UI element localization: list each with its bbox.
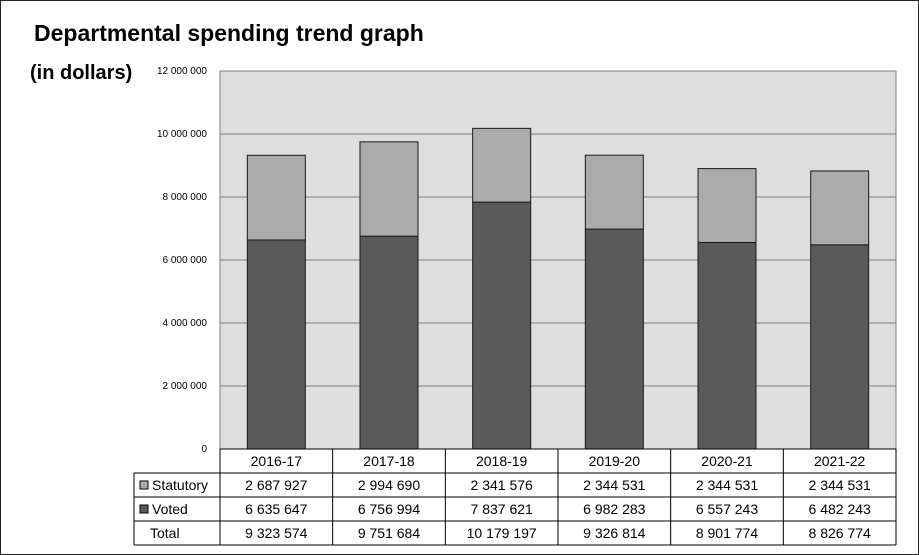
legend-swatch-statutory <box>139 480 149 490</box>
data-label: 2 341 576 <box>471 477 533 493</box>
y-tick-label: 2 000 000 <box>163 381 208 392</box>
data-label: 2 344 531 <box>583 477 645 493</box>
x-tick-label: 2018-19 <box>476 453 528 469</box>
y-tick-label: 4 000 000 <box>163 318 208 329</box>
y-axis-label: (in dollars) <box>30 62 133 84</box>
data-label: 6 557 243 <box>696 501 758 517</box>
legend-entry: Voted <box>152 501 188 517</box>
data-label: 2 344 531 <box>809 477 871 493</box>
total-label: 9 323 574 <box>245 525 307 541</box>
total-label: 10 179 197 <box>467 525 537 541</box>
legend-swatch-voted <box>139 504 149 514</box>
legend-entry: Statutory <box>152 477 208 493</box>
y-tick-label: 8 000 000 <box>163 192 208 203</box>
data-label: 6 482 243 <box>809 501 871 517</box>
data-label: 2 344 531 <box>696 477 758 493</box>
bar-statutory <box>810 170 870 246</box>
total-label: 8 901 774 <box>696 525 758 541</box>
bar-voted <box>584 228 644 450</box>
bar-statutory <box>246 154 306 241</box>
bar-voted <box>246 239 306 450</box>
bar-statutory <box>472 127 532 203</box>
data-table: 2016-17 2017-18 2018-19 2019-20 2020-21 2021-… <box>133 448 897 546</box>
bar-voted <box>472 201 532 450</box>
x-tick-label: 2021-22 <box>814 453 866 469</box>
data-label: 6 635 647 <box>245 501 307 517</box>
data-label: 6 982 283 <box>583 501 645 517</box>
data-label: 2 994 690 <box>358 477 420 493</box>
bar-statutory <box>359 141 419 237</box>
y-tick-label: 12 000 000 <box>157 66 207 77</box>
bar-statutory <box>584 154 644 230</box>
x-tick-label: 2017-18 <box>363 453 415 469</box>
bar-voted <box>810 244 870 450</box>
total-label: 9 751 684 <box>358 525 420 541</box>
bar-voted <box>359 235 419 450</box>
x-tick-label: 2020-21 <box>701 453 753 469</box>
y-tick-label: 0 <box>201 444 207 455</box>
total-label: 8 826 774 <box>809 525 871 541</box>
y-tick-label: 6 000 000 <box>163 255 208 266</box>
data-label: 2 687 927 <box>245 477 307 493</box>
total-label: 9 326 814 <box>583 525 645 541</box>
x-tick-label: 2019-20 <box>589 453 641 469</box>
plot-area: 0 2 000 000 4 000 000 6 000 000 8 000 000 10 … <box>157 66 897 455</box>
data-label: 7 837 621 <box>471 501 533 517</box>
total-row-label: Total <box>150 525 180 541</box>
x-tick-label: 2016-17 <box>251 453 303 469</box>
chart-title: Departmental spending trend graph <box>34 20 424 46</box>
bar-statutory <box>697 168 757 243</box>
y-tick-label: 10 000 000 <box>157 129 207 140</box>
bar-voted <box>697 241 757 450</box>
data-label: 6 756 994 <box>358 501 420 517</box>
